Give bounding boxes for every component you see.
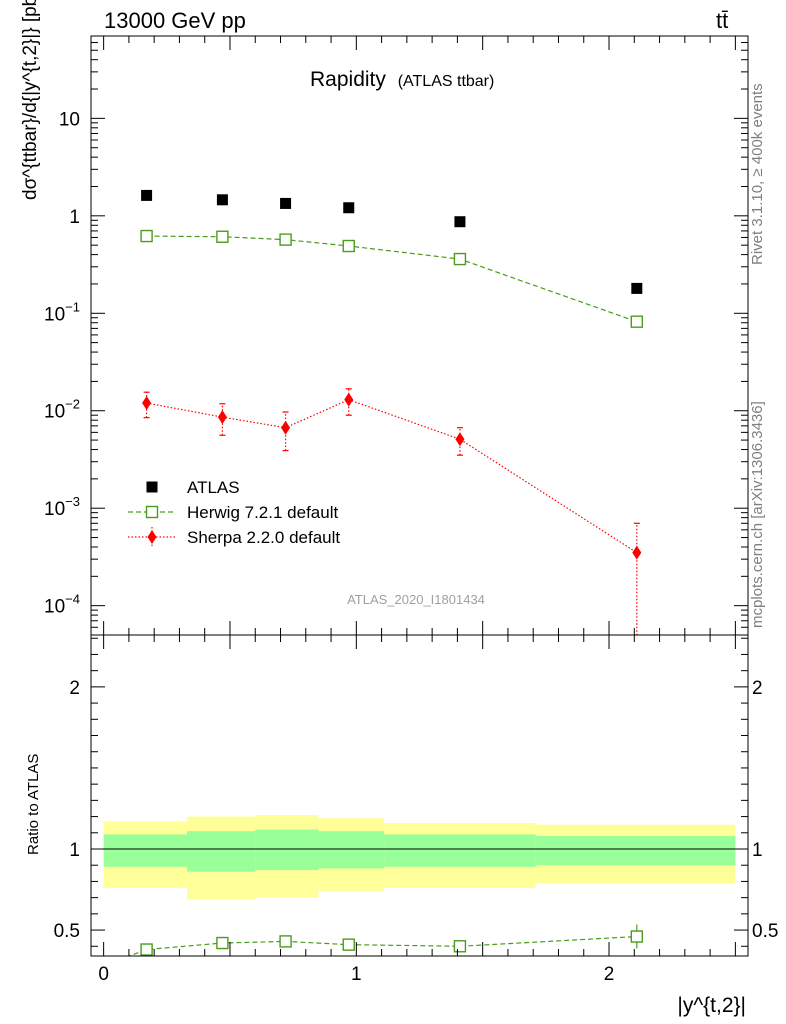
legend: ATLAS Herwig 7.2.1 default Sherpa 2.2.0 de…: [128, 478, 340, 547]
analysis-watermark: ATLAS_2020_I1801434: [347, 592, 485, 607]
ratio-y-tick-label-left: 2: [69, 678, 80, 699]
ratio-herwig-point: [630, 930, 644, 943]
chart-title-main: Rapidity: [310, 68, 386, 91]
ratio-y-tick-label-right: 2: [752, 678, 763, 699]
sherpa-point: [455, 432, 465, 447]
herwig-point: [140, 229, 153, 243]
ratio-content: [91, 814, 748, 956]
x-tick-label: 0: [98, 964, 109, 985]
legend-atlas-marker: [146, 481, 158, 493]
ratio-herwig-point: [453, 940, 467, 953]
ratio-y-tick-label-right: 0.5: [752, 921, 778, 942]
x-tick-label: 2: [604, 964, 615, 985]
herwig-point: [216, 230, 229, 243]
legend-label: Herwig 7.2.1 default: [187, 503, 338, 522]
ratio-y-tick-label-left: 0.5: [54, 921, 80, 942]
atlas-point: [280, 197, 292, 209]
ratio-band-inner: [187, 831, 256, 872]
legend-herwig-marker: [145, 505, 159, 519]
ratio-band-inner: [255, 829, 319, 871]
main-y-axis-label: dσ^{ttbar}/d{|y^{t,2}|} [pb]: [20, 0, 41, 200]
sherpa-point: [217, 410, 227, 425]
y-tick-label: 10: [59, 109, 80, 130]
main-panel: ATLAS_2020_I1801434 10−4 10−3 10−2 10−1 1 10 AT…: [44, 35, 749, 636]
legend-sherpa-marker: [147, 530, 157, 544]
herwig-line: [146, 235, 638, 323]
y-tick-label: 10−3: [44, 494, 80, 520]
x-axis-label-text: |y^{t,2}|: [677, 994, 746, 1017]
y-tick-label: 1: [69, 207, 80, 228]
ratio-y-tick-label-right: 1: [752, 840, 763, 861]
chart-title: Rapidity (ATLAS ttbar): [310, 68, 494, 91]
sherpa-line: [146, 398, 638, 554]
ratio-band-inner: [318, 831, 385, 869]
atlas-point: [141, 189, 153, 201]
y-tick-label: 10−2: [44, 397, 80, 423]
atlas-point: [343, 202, 355, 214]
atlas-point: [454, 216, 466, 228]
x-tick-label: 1: [351, 964, 362, 985]
sherpa-point: [142, 396, 152, 411]
ratio-herwig-point: [342, 938, 355, 951]
ratio-band-inner: [384, 834, 536, 867]
ratio-herwig-point: [279, 935, 292, 948]
ratio-panel: 0.5 0.5 1 1 2 2 0 1 2: [54, 634, 778, 985]
ratio-y-axis-label: Ratio to ATLAS: [25, 754, 42, 855]
y-tick-label: 10−4: [44, 592, 80, 618]
x-axis-label: |y^{t,2}|: [677, 994, 746, 1017]
ratio-band-inner: [535, 836, 736, 866]
atlas-point: [631, 282, 643, 294]
herwig-point: [279, 233, 292, 246]
y-tick-label: 10−1: [44, 299, 80, 325]
ratio-herwig-point: [140, 943, 153, 956]
rivet-label: Rivet 3.1.10, ≥ 400k events: [749, 83, 766, 265]
herwig-point: [630, 315, 644, 328]
herwig-point: [342, 239, 355, 253]
atlas-point: [216, 194, 228, 206]
sherpa-point: [344, 392, 354, 407]
main-y-axis-label-text: dσ^{ttbar}/d{|y^{t,2}|} [pb]: [20, 0, 41, 200]
chart-title-sub: (ATLAS ttbar): [398, 73, 495, 90]
ratio-herwig-line: [127, 935, 637, 956]
legend-label: ATLAS: [187, 478, 240, 497]
sherpa-point: [632, 545, 642, 560]
herwig-point: [453, 252, 467, 266]
legend-label: Sherpa 2.2.0 default: [187, 528, 340, 547]
ratio-herwig-point: [216, 936, 229, 950]
mcplots-label: mcplots.cern.ch [arXiv:1306.3436]: [749, 401, 766, 628]
main-series: [140, 189, 644, 635]
process-label: tt̄: [716, 8, 728, 33]
ratio-y-tick-label-left: 1: [69, 840, 80, 861]
ratio-band-inner: [103, 834, 188, 867]
sherpa-point: [281, 420, 291, 435]
ratio-frame: [90, 634, 749, 957]
energy-label: 13000 GeV pp: [104, 8, 246, 33]
